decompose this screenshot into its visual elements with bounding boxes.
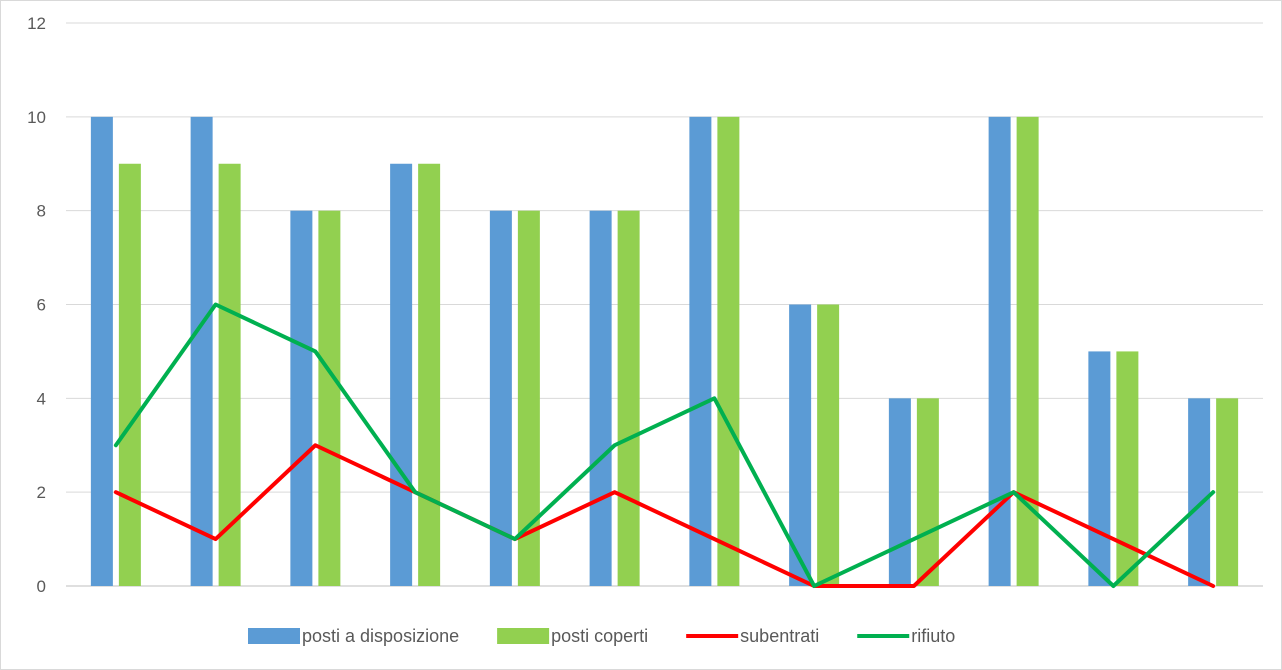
bar-posti-coperti (1016, 116, 1039, 586)
y-tick-label: 12 (27, 14, 46, 33)
y-tick-label: 8 (37, 202, 46, 221)
bar-posti-coperti (617, 210, 640, 586)
bar-posti-a-disposizione (789, 304, 812, 586)
y-tick-label: 0 (37, 577, 46, 596)
gridlines (66, 22, 1263, 587)
bar-posti-coperti (916, 398, 939, 586)
bar-posti-coperti (118, 163, 141, 586)
bar-posti-a-disposizione (689, 116, 712, 586)
legend-swatch (248, 628, 300, 644)
y-tick-label: 10 (27, 108, 46, 127)
bar-posti-coperti (1116, 351, 1139, 586)
bar-posti-a-disposizione (390, 163, 413, 586)
legend-label: subentrati (740, 626, 819, 646)
bar-posti-coperti (717, 116, 740, 586)
legend-label: posti a disposizione (302, 626, 459, 646)
bar-posti-coperti (218, 163, 241, 586)
bar-series (90, 116, 1239, 586)
bar-posti-coperti (318, 210, 341, 586)
legend-swatch (497, 628, 550, 644)
bar-posti-coperti (418, 163, 441, 586)
bar-posti-coperti (517, 210, 540, 586)
bar-posti-a-disposizione (988, 116, 1011, 586)
bar-posti-a-disposizione (1088, 351, 1111, 586)
bar-posti-a-disposizione (190, 116, 213, 586)
bar-posti-coperti (1216, 398, 1239, 586)
bar-posti-a-disposizione (1188, 398, 1211, 586)
bar-posti-a-disposizione (290, 210, 313, 586)
bar-posti-a-disposizione (888, 398, 911, 586)
line-series (113, 302, 1216, 588)
bar-posti-a-disposizione (589, 210, 612, 586)
legend-label: posti coperti (551, 626, 648, 646)
bar-posti-coperti (817, 304, 840, 586)
legend-label: rifiuto (911, 626, 955, 646)
bar-posti-a-disposizione (90, 116, 113, 586)
line-rifiuto (113, 302, 1216, 588)
legend: posti a disposizione posti coperti subentr… (248, 626, 955, 646)
y-tick-label: 4 (37, 389, 46, 408)
bar-posti-a-disposizione (489, 210, 512, 586)
y-tick-label: 6 (37, 296, 46, 315)
line-subentrati (113, 443, 1216, 588)
y-axis-ticks: 0 2 4 6 8 10 12 (27, 14, 46, 596)
y-tick-label: 2 (37, 483, 46, 502)
